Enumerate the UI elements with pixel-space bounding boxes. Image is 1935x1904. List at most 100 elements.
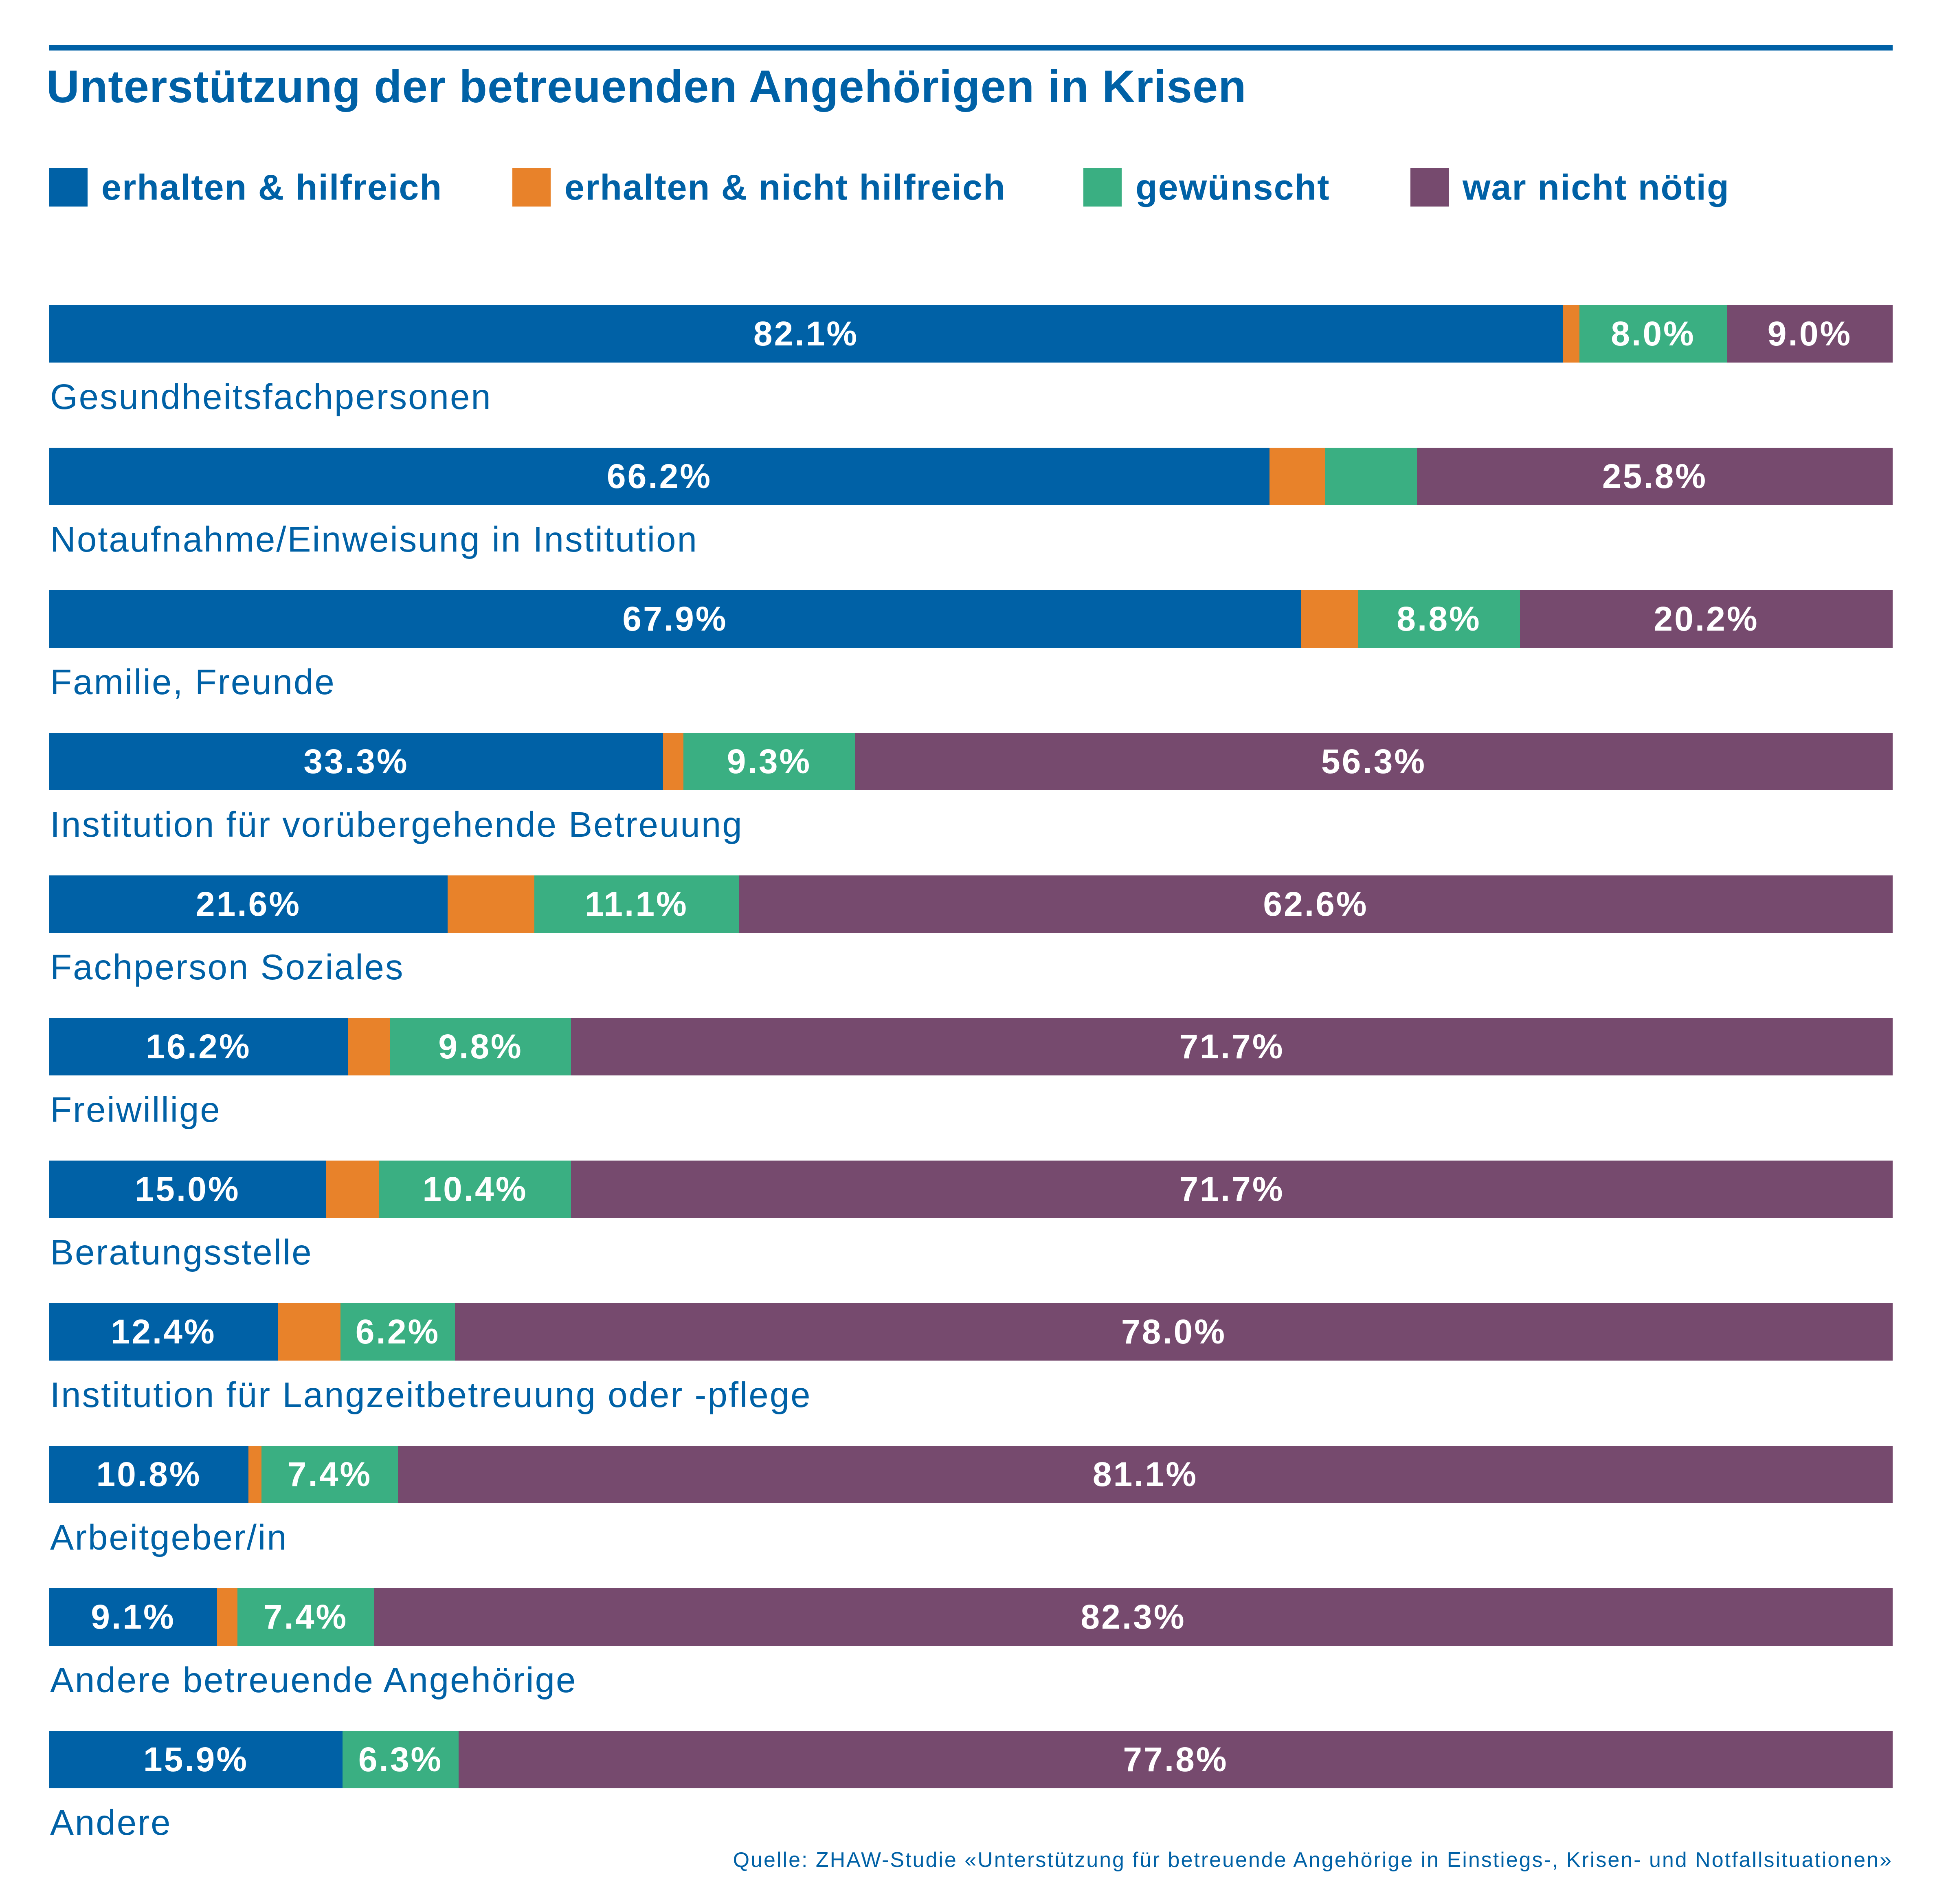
bar-segment: 81.1%	[398, 1446, 1893, 1503]
bar-segment: 56.3%	[855, 733, 1893, 790]
legend-item-erhalten-hilfreich: erhalten & hilfreich	[49, 165, 442, 210]
data-label: 9.0%	[1767, 314, 1852, 353]
bar-segment	[326, 1161, 379, 1218]
category-label: Andere betreuende Angehörige	[50, 1660, 577, 1700]
bar-segment: 21.6%	[49, 875, 448, 933]
bar-segment: 82.3%	[374, 1588, 1893, 1646]
category-label: Beratungsstelle	[50, 1233, 313, 1272]
bar-row: 9.1% 7.4% 82.3% Andere betreuende Angehörig…	[49, 1588, 1893, 1732]
data-label: 71.7%	[1179, 1170, 1285, 1208]
chart-title: Unterstützung der betreuenden Angehörige…	[46, 61, 1247, 112]
data-label: 12.4%	[111, 1313, 216, 1351]
category-label: Andere	[50, 1803, 172, 1842]
data-label: 82.1%	[753, 314, 859, 353]
data-label: 20.2%	[1654, 600, 1759, 638]
category-label: Notaufnahme/Einweisung in Institution	[50, 520, 698, 559]
data-label: 15.9%	[143, 1740, 249, 1779]
bar-segment: 6.3%	[343, 1731, 459, 1788]
data-label: 67.9%	[622, 600, 728, 638]
bar-row: 82.1% 8.0% 9.0% Gesundheitsfachpersonen	[49, 305, 1893, 449]
legend-swatch	[1410, 168, 1449, 207]
bar-segment: 15.0%	[49, 1161, 326, 1218]
legend: erhalten & hilfreich erhalten & nicht hil…	[49, 165, 1893, 210]
bar-segment: 16.2%	[49, 1018, 348, 1075]
data-label: 6.3%	[358, 1740, 443, 1779]
legend-swatch	[49, 168, 88, 207]
bar-row: 66.2% 25.8% Notaufnahme/Einweisung in Inst…	[49, 448, 1893, 591]
data-label: 15.0%	[135, 1170, 240, 1208]
stacked-bar: 66.2% 25.8%	[49, 448, 1893, 505]
data-label: 56.3%	[1321, 742, 1427, 781]
bar-segment: 67.9%	[49, 590, 1301, 648]
bar-row: 15.9% 6.3% 77.8% Andere	[49, 1731, 1893, 1874]
stacked-bar: 15.0% 10.4% 71.7%	[49, 1161, 1893, 1218]
bar-row: 12.4% 6.2% 78.0% Institution für Langzeitbe…	[49, 1303, 1893, 1447]
data-label: 11.1%	[585, 885, 688, 923]
bar-segment: 82.1%	[49, 305, 1563, 363]
bar-row: 33.3% 9.3% 56.3% Institution für vorübergeh…	[49, 733, 1893, 876]
category-label: Gesundheitsfachpersonen	[50, 377, 492, 417]
data-label: 77.8%	[1123, 1740, 1228, 1779]
bar-segment	[348, 1018, 390, 1075]
legend-item-erhalten-nicht-hilfreich: erhalten & nicht hilfreich	[512, 165, 1006, 210]
stacked-bar: 15.9% 6.3% 77.8%	[49, 1731, 1893, 1788]
data-label: 25.8%	[1602, 457, 1708, 495]
bar-segment	[1325, 448, 1417, 505]
stacked-bar: 10.8% 7.4% 81.1%	[49, 1446, 1893, 1503]
stacked-bar: 67.9% 8.8% 20.2%	[49, 590, 1893, 648]
top-rule	[49, 45, 1893, 51]
bar-segment	[217, 1588, 237, 1646]
bar-segment	[248, 1446, 261, 1503]
bar-segment: 10.4%	[379, 1161, 571, 1218]
bar-segment: 7.4%	[261, 1446, 398, 1503]
legend-swatch	[512, 168, 551, 207]
bar-segment: 9.0%	[1727, 305, 1893, 363]
bar-segment	[1270, 448, 1325, 505]
bar-segment: 25.8%	[1417, 448, 1893, 505]
data-label: 10.8%	[96, 1455, 202, 1493]
category-label: Institution für vorübergehende Betreuung	[50, 805, 743, 844]
legend-label: erhalten & nicht hilfreich	[564, 167, 1006, 207]
category-label: Institution für Langzeitbetreuung oder -…	[50, 1375, 812, 1415]
data-label: 7.4%	[287, 1455, 372, 1493]
data-label: 7.4%	[263, 1598, 348, 1636]
data-label: 8.8%	[1397, 600, 1481, 638]
data-label: 10.4%	[422, 1170, 528, 1208]
bar-segment: 71.7%	[571, 1018, 1893, 1075]
category-label: Freiwillige	[50, 1090, 221, 1130]
stacked-bar: 12.4% 6.2% 78.0%	[49, 1303, 1893, 1361]
data-label: 62.6%	[1263, 885, 1368, 923]
bar-segment	[1301, 590, 1358, 648]
stacked-bar: 21.6% 11.1% 62.6%	[49, 875, 1893, 933]
bar-segment: 7.4%	[237, 1588, 374, 1646]
bar-segment: 9.3%	[683, 733, 855, 790]
data-label: 82.3%	[1081, 1598, 1186, 1636]
bar-segment: 11.1%	[534, 875, 739, 933]
data-label: 9.1%	[91, 1598, 176, 1636]
bar-segment: 6.2%	[340, 1303, 455, 1361]
bar-segment: 9.1%	[49, 1588, 217, 1646]
bar-segment: 12.4%	[49, 1303, 278, 1361]
legend-item-nicht-noetig: war nicht nötig	[1410, 165, 1730, 210]
bar-segment: 8.8%	[1358, 590, 1520, 648]
stacked-bar: 9.1% 7.4% 82.3%	[49, 1588, 1893, 1646]
bar-segment: 20.2%	[1520, 590, 1893, 648]
bar-row: 67.9% 8.8% 20.2% Familie, Freunde	[49, 590, 1893, 734]
data-label: 16.2%	[146, 1027, 251, 1066]
bar-row: 16.2% 9.8% 71.7% Freiwillige	[49, 1018, 1893, 1161]
category-label: Familie, Freunde	[50, 662, 336, 702]
bar-row: 21.6% 11.1% 62.6% Fachperson Soziales	[49, 875, 1893, 1019]
bar-segment: 15.9%	[49, 1731, 343, 1788]
data-label: 66.2%	[606, 457, 712, 495]
bar-segment	[663, 733, 683, 790]
bar-segment: 62.6%	[739, 875, 1893, 933]
bar-segment: 66.2%	[49, 448, 1270, 505]
bar-segment: 10.8%	[49, 1446, 248, 1503]
bar-segment	[278, 1303, 340, 1361]
bar-segment	[448, 875, 534, 933]
legend-label: erhalten & hilfreich	[101, 167, 443, 207]
bar-row: 15.0% 10.4% 71.7% Beratungsstelle	[49, 1161, 1893, 1304]
data-label: 21.6%	[195, 885, 301, 923]
data-label: 33.3%	[303, 742, 409, 781]
category-label: Fachperson Soziales	[50, 948, 404, 987]
